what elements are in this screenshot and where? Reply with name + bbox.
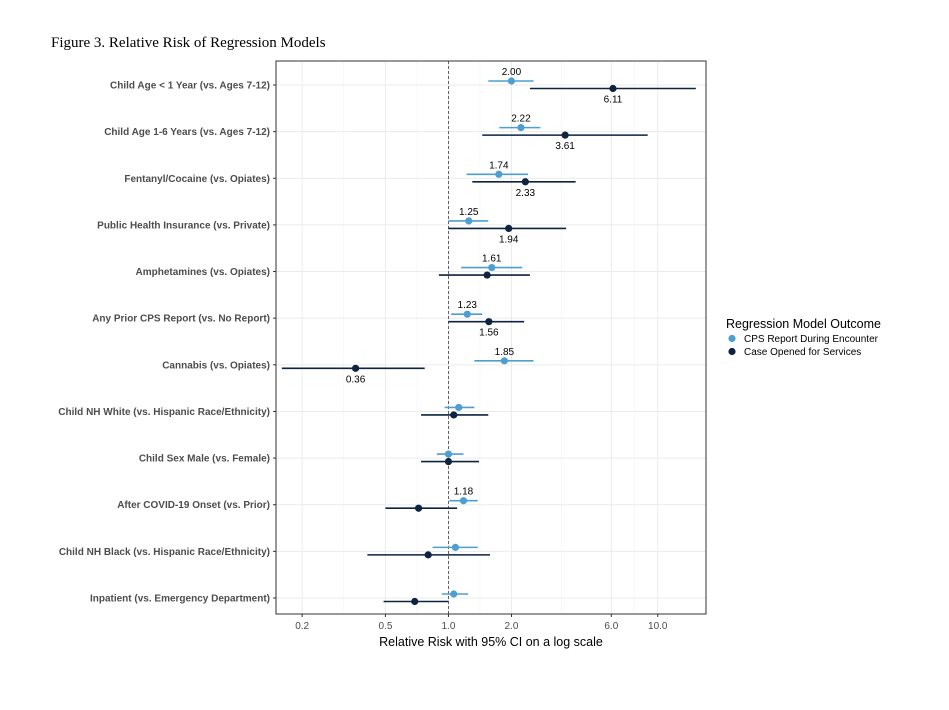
x-tick-label: 6.0 [604, 621, 618, 632]
y-tick-label: After COVID-19 Onset (vs. Prior) [117, 500, 270, 511]
data-label: 0.36 [346, 374, 366, 385]
point [507, 77, 516, 85]
point [444, 450, 453, 458]
point [351, 364, 360, 372]
point [414, 504, 423, 512]
point [411, 597, 419, 606]
y-tick-label: Fentanyl/Cocaine (vs. Opiates) [124, 174, 270, 185]
point [495, 170, 503, 178]
plot-panel-border [275, 60, 707, 615]
x-tick-label: 1.0 [442, 621, 456, 632]
point [517, 124, 525, 132]
data-label: 1.94 [499, 234, 519, 245]
data-label: 1.18 [454, 487, 474, 498]
data-label: 2.22 [511, 114, 531, 125]
x-tick-label: 0.2 [295, 621, 309, 632]
x-tick-label: 10.0 [648, 621, 668, 632]
y-tick-label: Any Prior CPS Report (vs. No Report) [92, 314, 270, 325]
x-tick-label: 0.5 [378, 621, 392, 632]
point [561, 131, 569, 139]
data-label: 1.25 [459, 207, 479, 218]
point [455, 403, 463, 412]
point [450, 411, 458, 419]
legend-key [728, 334, 736, 343]
point [521, 178, 529, 186]
y-tick-label: Inpatient (vs. Emergency Department) [90, 594, 270, 605]
legend-key [728, 347, 736, 356]
data-label: 1.74 [489, 160, 509, 171]
point [451, 543, 460, 551]
legend-label: CPS Report During Encounter [744, 334, 879, 345]
data-label: 2.33 [516, 188, 536, 199]
y-tick-label: Child Age 1-6 Years (vs. Ages 7-12) [104, 127, 270, 138]
x-tick-label: 2.0 [505, 621, 519, 632]
y-tick-label: Amphetamines (vs. Opiates) [136, 267, 270, 278]
x-axis-label: Relative Risk with 95% CI on a log scale [379, 635, 603, 649]
y-tick-label: Child NH White (vs. Hispanic Race/Ethnic… [58, 407, 270, 418]
figure-title: Figure 3. Relative Risk of Regression Mo… [51, 35, 326, 51]
data-label: 2.00 [502, 67, 522, 78]
point [488, 263, 496, 272]
data-label: 1.61 [482, 254, 502, 265]
data-label: 6.11 [604, 95, 623, 106]
y-tick-label: Child Age < 1 Year (vs. Ages 7-12) [110, 81, 270, 92]
data-label: 1.23 [458, 300, 478, 311]
point [505, 224, 513, 233]
point [424, 551, 432, 559]
point [485, 318, 493, 326]
point [500, 357, 508, 365]
data-label: 1.56 [479, 328, 499, 339]
point [609, 84, 617, 93]
data-label: 1.85 [495, 347, 515, 358]
point [450, 590, 458, 598]
y-tick-label: Cannabis (vs. Opiates) [162, 360, 270, 371]
point [465, 217, 473, 225]
data-label: 3.61 [555, 141, 575, 152]
y-tick-label: Child Sex Male (vs. Female) [139, 454, 270, 465]
y-tick-label: Public Health Insurance (vs. Private) [97, 220, 270, 231]
point [444, 457, 453, 466]
point [483, 271, 491, 279]
legend-label: Case Opened for Services [744, 347, 861, 358]
point [463, 310, 471, 318]
point [459, 497, 468, 505]
y-tick-label: Child NH Black (vs. Hispanic Race/Ethnic… [59, 547, 270, 558]
legend-title: Regression Model Outcome [726, 317, 881, 331]
